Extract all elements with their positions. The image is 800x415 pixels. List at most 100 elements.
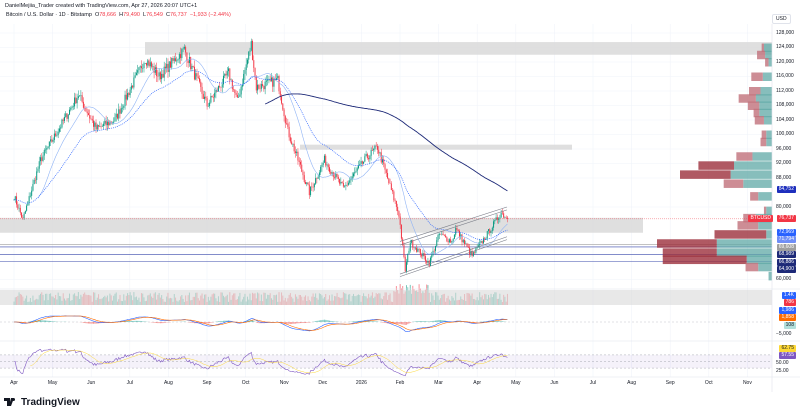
- candle-body: [175, 58, 177, 62]
- candle-body: [447, 241, 449, 243]
- candle-body: [501, 212, 503, 214]
- macd-histogram-bar: [288, 322, 290, 324]
- macd-histogram-bar: [431, 321, 433, 322]
- candle-body: [95, 122, 97, 130]
- macd-histogram-bar: [205, 322, 207, 324]
- candle-body: [307, 182, 309, 185]
- time-tick-label: Apr: [473, 380, 482, 386]
- candle-body: [308, 184, 310, 196]
- macd-histogram-bar: [416, 321, 418, 322]
- macd-histogram-bar: [85, 322, 87, 324]
- candle-body: [269, 78, 271, 81]
- candle-body: [19, 207, 21, 213]
- candle-body: [51, 139, 53, 142]
- macd-histogram-bar: [352, 321, 354, 322]
- candle-body: [98, 125, 100, 127]
- candle-body: [40, 157, 42, 162]
- currency-button[interactable]: USD: [772, 14, 791, 24]
- candle-body: [470, 251, 472, 255]
- candle-body: [484, 238, 486, 240]
- volume-profile-up-bar: [768, 271, 772, 281]
- macd-histogram-bar: [423, 321, 425, 322]
- candle-body: [178, 54, 180, 60]
- macd-histogram-bar: [355, 321, 357, 322]
- price-chart[interactable]: [0, 0, 800, 395]
- candle-body: [440, 233, 442, 235]
- candle-body: [229, 68, 231, 81]
- macd-histogram-bar: [495, 320, 497, 322]
- candle-body: [231, 79, 233, 90]
- candle-body: [380, 152, 382, 163]
- macd-histogram-bar: [219, 321, 221, 322]
- candle-body: [228, 68, 230, 72]
- candle-body: [263, 85, 265, 90]
- macd-histogram-bar: [292, 322, 294, 324]
- price-tick-label: 100,000: [776, 131, 795, 137]
- candle-body: [407, 253, 409, 263]
- candle-body: [100, 126, 102, 127]
- candle-body: [299, 161, 301, 165]
- candle-body: [293, 143, 295, 152]
- macd-histogram-bar: [435, 320, 437, 322]
- candle-body: [42, 155, 44, 161]
- candle-body: [469, 247, 471, 255]
- candle-body: [322, 162, 324, 165]
- candle-body: [224, 73, 226, 76]
- candle-body: [503, 213, 505, 218]
- candle-body: [317, 176, 319, 179]
- candle-body: [433, 250, 435, 252]
- time-tick-label: Jun: [87, 380, 96, 386]
- candle-body: [376, 145, 378, 150]
- macd-histogram-bar: [488, 321, 490, 322]
- rsi-value-label: 62.75: [779, 345, 796, 352]
- candle-body: [176, 60, 178, 62]
- supply-demand-zone: [0, 217, 643, 233]
- macd-histogram-bar: [29, 321, 31, 322]
- macd-histogram-bar: [259, 322, 261, 324]
- candle-body: [350, 178, 352, 181]
- candle-body: [69, 109, 71, 115]
- candle-body: [127, 93, 129, 100]
- candle-body: [244, 70, 246, 74]
- macd-histogram-bar: [138, 320, 140, 322]
- candle-body: [80, 95, 82, 96]
- candle-body: [248, 51, 250, 60]
- macd-histogram-bar: [499, 321, 501, 322]
- candle-body: [486, 231, 488, 239]
- candle-body: [402, 238, 404, 246]
- candle-body: [209, 102, 211, 107]
- candle-body: [329, 167, 330, 172]
- candle-body: [151, 62, 153, 67]
- macd-histogram-bar: [253, 321, 255, 322]
- candle-body: [450, 239, 452, 243]
- candle-body: [57, 131, 59, 136]
- candle-body: [334, 176, 336, 178]
- candle-body: [38, 161, 40, 169]
- candle-body: [330, 171, 332, 174]
- candle-body: [457, 229, 459, 231]
- tradingview-logo[interactable]: TradingView: [4, 397, 80, 408]
- candle-body: [152, 66, 154, 67]
- candle-body: [62, 119, 64, 121]
- candle-body: [414, 247, 416, 249]
- candle-body: [33, 179, 35, 185]
- candle-body: [489, 229, 491, 234]
- macd-histogram-bar: [89, 322, 91, 324]
- candle-body: [46, 148, 48, 150]
- candle-body: [217, 86, 219, 92]
- macd-histogram-bar: [294, 322, 296, 324]
- candle-body: [212, 97, 214, 98]
- time-tick-label: Jul: [589, 380, 597, 386]
- macd-histogram-bar: [245, 320, 247, 322]
- macd-histogram-bar: [493, 321, 495, 322]
- candle-body: [196, 73, 198, 77]
- candle-body: [206, 98, 208, 107]
- candle-body: [504, 217, 506, 219]
- volume-profile-down-bar: [751, 72, 763, 81]
- macd-histogram-bar: [137, 320, 139, 322]
- symbol-title[interactable]: Bitcoin / U.S. Dollar · 1D · Bitstamp: [6, 12, 92, 18]
- candle-body: [204, 96, 206, 99]
- candle-body: [352, 173, 354, 177]
- candle-body: [442, 233, 444, 236]
- candle-body: [180, 54, 182, 59]
